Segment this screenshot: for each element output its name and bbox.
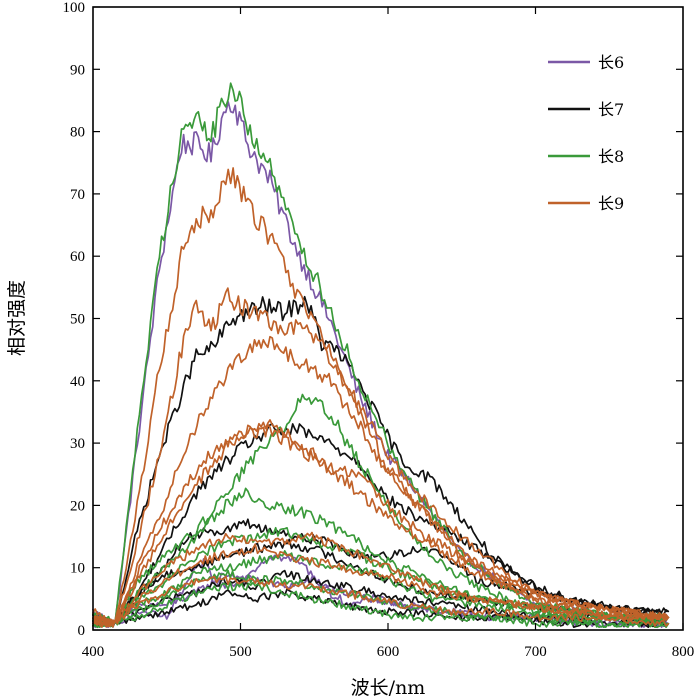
x-axis-title: 波长/nm — [351, 677, 426, 699]
series-line-5 — [92, 423, 670, 623]
legend: 长6 长7 长8 长9 — [548, 53, 624, 213]
y-axis-title: 相对强度 — [6, 280, 28, 356]
y-tick-label-60: 60 — [70, 249, 85, 265]
x-tick-label-400: 400 — [82, 644, 105, 660]
y-tick-label-20: 20 — [70, 498, 85, 514]
x-tick-label-700: 700 — [524, 644, 547, 660]
y-tick-label-80: 80 — [70, 125, 85, 141]
y-tick-label-90: 90 — [70, 62, 85, 78]
legend-label-2: 长7 — [598, 100, 624, 119]
series-line-15 — [92, 581, 670, 629]
series-line-22 — [92, 531, 670, 627]
series-line-8 — [92, 588, 670, 629]
series-layer — [92, 82, 670, 629]
y-tick-label-0: 0 — [78, 623, 86, 639]
legend-label-1: 长6 — [598, 53, 624, 72]
x-tick-label-800: 800 — [672, 644, 695, 660]
plot-frame — [92, 6, 684, 631]
series-line-23 — [92, 543, 670, 628]
y-tick-label-50: 50 — [70, 312, 85, 328]
y-tick-label-10: 10 — [70, 561, 85, 577]
series-line-19 — [92, 335, 670, 624]
y-tick-label-30: 30 — [70, 436, 85, 452]
legend-label-4: 长9 — [598, 194, 624, 213]
y-tick-label-100: 100 — [63, 0, 86, 16]
x-tick-label-600: 600 — [377, 644, 400, 660]
axes-layer: 400 500 600 700 800 0 10 20 30 40 50 60 70 80 90 100 — [63, 0, 695, 660]
legend-label-3: 长8 — [598, 147, 624, 166]
x-tick-label-500: 500 — [229, 644, 252, 660]
series-line-24 — [92, 575, 670, 628]
y-tick-label-40: 40 — [70, 374, 85, 390]
y-tick-label-70: 70 — [70, 187, 85, 203]
series-line-21 — [92, 423, 670, 626]
